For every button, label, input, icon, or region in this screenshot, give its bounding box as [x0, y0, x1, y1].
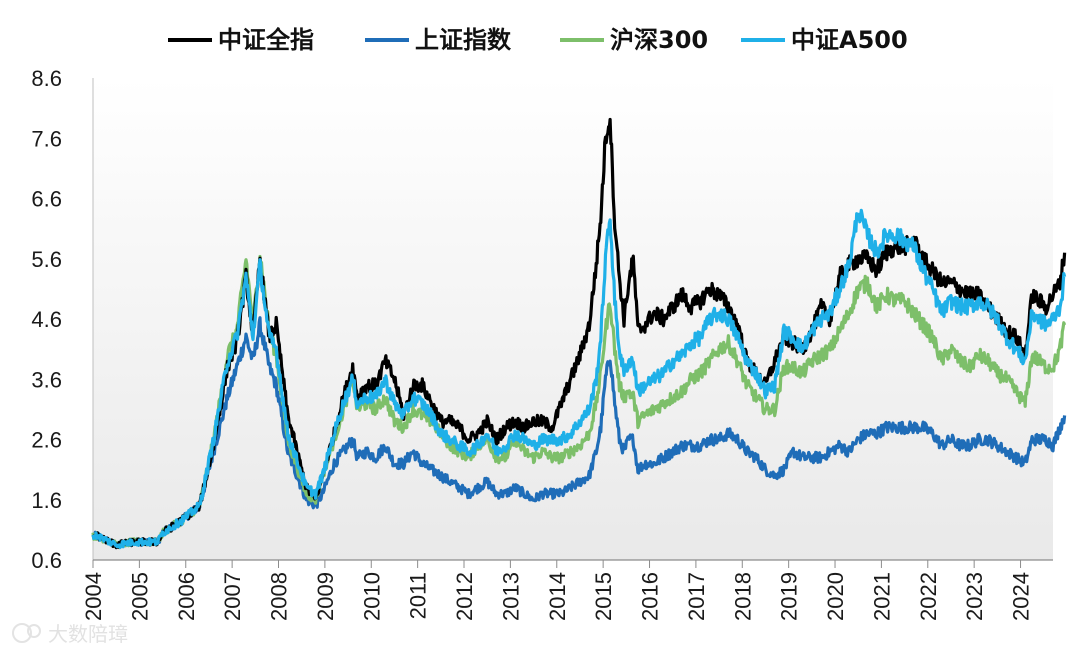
- y-tick-label: 2.6: [31, 428, 62, 453]
- x-tick-label: 2004: [81, 572, 106, 621]
- y-tick-label: 3.6: [31, 367, 62, 392]
- x-tick-label: 2008: [267, 572, 292, 621]
- x-tick-label: 2019: [777, 572, 802, 621]
- legend-label-2: 沪深300: [610, 26, 708, 54]
- x-tick-label: 2009: [313, 572, 338, 621]
- watermark: 大数陪璋: [12, 622, 128, 646]
- x-tick-label: 2020: [823, 572, 848, 621]
- watermark-text: 大数陪璋: [48, 622, 128, 646]
- x-axis: 2004 2005 2006 2007 2008 2009 2010 2011 2012 2013…: [81, 559, 1053, 621]
- x-tick-label: 2023: [962, 572, 987, 621]
- y-tick-label: 8.6: [31, 66, 62, 91]
- x-tick-label: 2014: [545, 572, 570, 621]
- x-tick-label: 2006: [174, 572, 199, 621]
- legend: 中证全指 上证指数 沪深300 中证A500: [168, 26, 908, 54]
- x-tick-label: 2015: [591, 572, 616, 621]
- y-axis: 0.6 1.6 2.6 3.6 4.6 5.6 6.6 7.6 8.6: [31, 66, 94, 573]
- legend-label-1: 上证指数: [415, 26, 512, 54]
- series-layer: [91, 117, 1067, 550]
- x-tick-label: 2010: [359, 572, 384, 621]
- x-tick-label: 2022: [916, 572, 941, 621]
- x-tick-label: 2005: [127, 572, 152, 621]
- y-tick-label: 0.6: [31, 548, 62, 573]
- x-tick-label: 2013: [498, 572, 523, 621]
- y-tick-label: 4.6: [31, 307, 62, 332]
- x-tick-label: 2018: [730, 572, 755, 621]
- y-tick-label: 1.6: [31, 488, 62, 513]
- legend-label-0: 中证全指: [218, 26, 314, 54]
- x-tick-label: 2016: [638, 572, 663, 621]
- y-tick-label: 6.6: [31, 187, 62, 212]
- series-line-1: [91, 316, 1067, 549]
- watermark-logo-icon: [12, 623, 41, 643]
- x-tick-label: 2017: [684, 572, 709, 621]
- legend-label-3: 中证A500: [791, 26, 908, 54]
- y-tick-label: 5.6: [31, 247, 62, 272]
- x-tick-label: 2007: [220, 572, 245, 621]
- series-line-3: [91, 208, 1067, 550]
- y-tick-label: 7.6: [31, 126, 62, 151]
- x-tick-label: 2021: [869, 572, 894, 621]
- x-tick-label: 2011: [406, 572, 431, 619]
- x-tick-label: 2012: [452, 572, 477, 621]
- x-tick-label: 2024: [1009, 572, 1034, 621]
